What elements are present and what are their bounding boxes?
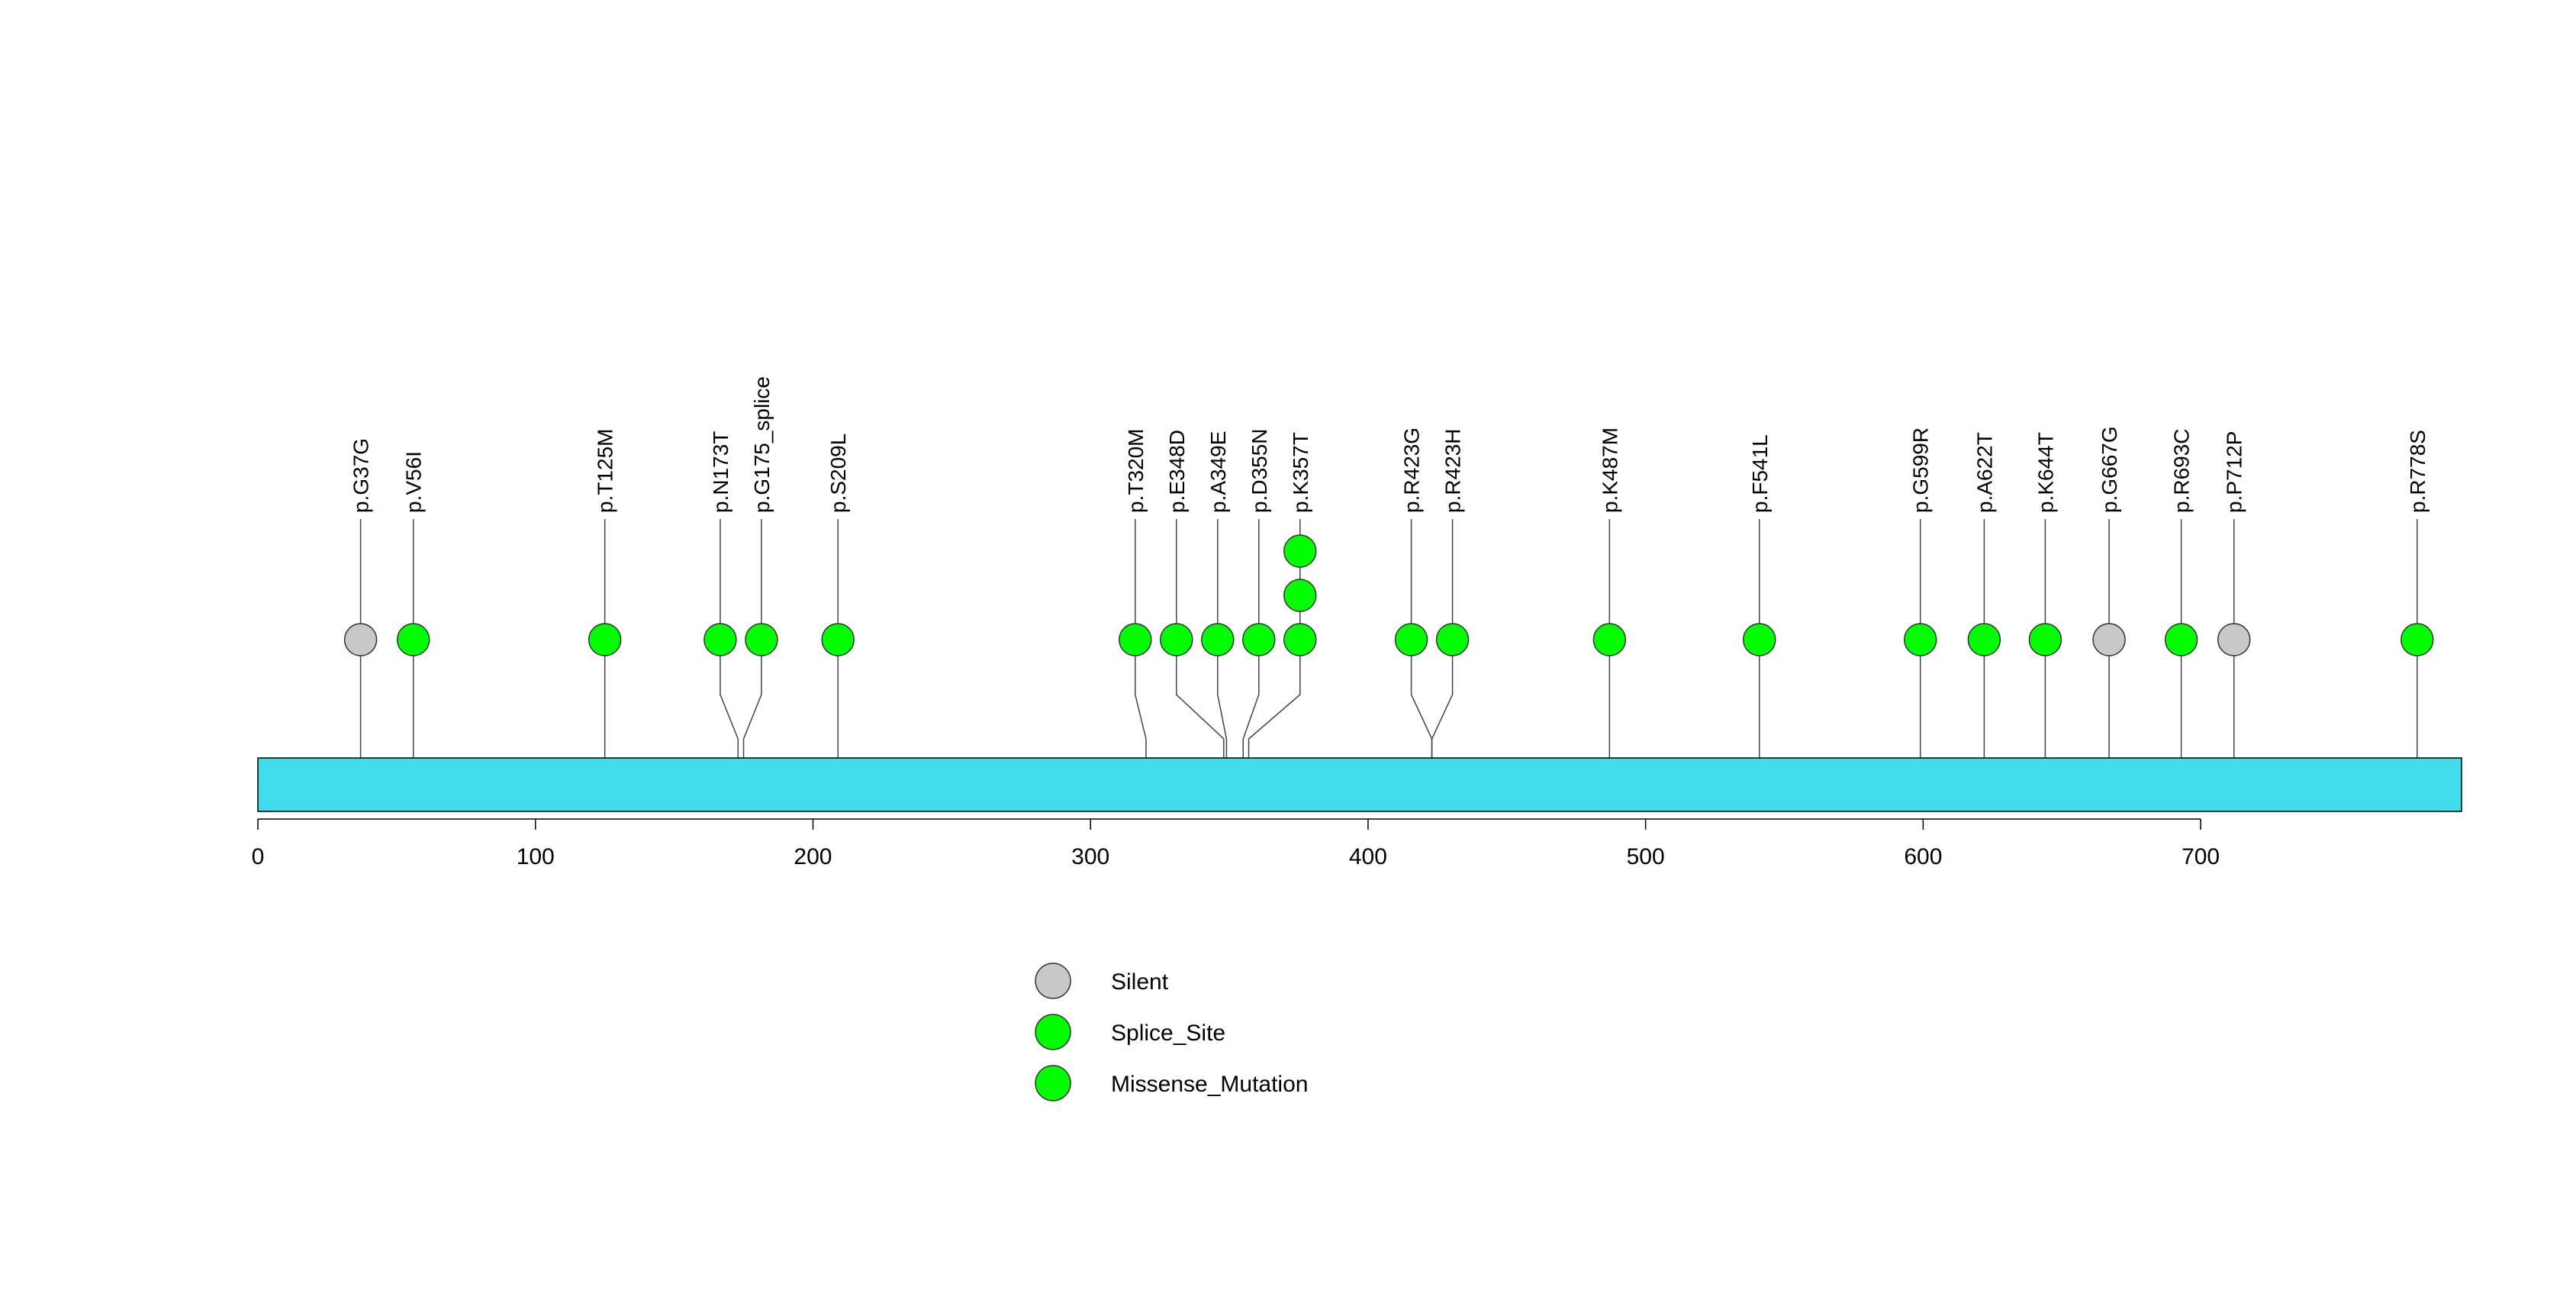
mutation-label: p.A622T [1972, 432, 1996, 513]
lollipop-p-k487m [1592, 623, 1627, 656]
lollipop-p-r778s [2401, 623, 2434, 656]
mutation-label: p.D355N [1248, 428, 1271, 513]
legend-swatch [1035, 1065, 1071, 1101]
lollipop-p-g599r [1903, 623, 1937, 656]
legend: Silent Splice_Site Missense_Mutation [1035, 963, 1308, 1101]
mutation-label: p.F541L [1748, 434, 1772, 513]
lollipop-p-r423g [1394, 623, 1428, 656]
lollipop-p-n173t [704, 623, 737, 656]
x-tick-label: 500 [1627, 844, 1665, 869]
mutation-label: p.G599R [1909, 427, 1933, 513]
x-tick-label: 100 [517, 844, 555, 869]
mutation-label: p.T125M [594, 429, 617, 514]
x-tick-label: 400 [1349, 844, 1387, 869]
mutation-label: p.P712P [2223, 431, 2246, 513]
lollipop-p-k644t [2028, 623, 2062, 656]
lollipop-p-k357t [1283, 623, 1317, 656]
mutation-label: p.K644T [2033, 432, 2057, 513]
mutation-label: p.G667G [2098, 426, 2121, 513]
lollipop-p-v56i [396, 623, 430, 656]
lollipop-p-r423h [1435, 623, 1470, 656]
mutation-label: p.V56I [402, 451, 426, 513]
lollipop-p-r693c [2164, 623, 2198, 656]
x-tick-label: 200 [794, 844, 832, 869]
mutation-label: p.R423H [1441, 428, 1465, 513]
legend-label: Silent [1111, 969, 1169, 995]
mutation-label: p.G37G [349, 438, 373, 513]
lollipop-p-f541l [1743, 623, 1776, 656]
lollipop-p-k357t [1283, 534, 1317, 568]
x-tick-label: 600 [1904, 844, 1942, 869]
lollipop-p-t125m [588, 623, 622, 656]
mutation-label: p.K357T [1289, 432, 1312, 513]
mutation-label: p.T320M [1124, 429, 1148, 514]
legend-swatch [1035, 963, 1071, 999]
lollipop-p-e348d [1160, 623, 1193, 656]
lollipop-p-d355n [1242, 623, 1276, 656]
mutation-label: p.S209L [826, 434, 850, 513]
x-tick-label: 0 [252, 844, 265, 869]
lollipop-p-k357t [1283, 579, 1317, 612]
mutation-label: p.N173T [709, 431, 733, 513]
lollipop-p-g667g [2092, 623, 2126, 656]
lollipop-p-g37g [343, 623, 378, 656]
mutation-label: p.E348D [1165, 430, 1189, 513]
x-tick-label: 300 [1071, 844, 1109, 869]
lollipops-layer [343, 534, 2434, 656]
lollipop-p-g175-splice [745, 623, 778, 656]
mutation-label: p.R778S [2406, 430, 2429, 513]
lollipop-p-t320m [1119, 623, 1152, 656]
legend-label: Splice_Site [1111, 1021, 1225, 1046]
mutation-label: p.A349E [1206, 431, 1230, 513]
protein-bar [257, 757, 2462, 812]
mutation-label: p.K487M [1598, 427, 1621, 513]
mutation-labels: p.G37G p.V56I p.T125M p.N173T p.G175_splice p… [349, 376, 2429, 513]
lollipop-p-s209l [821, 623, 855, 656]
lollipop-p-a622t [1967, 623, 2001, 656]
mutation-label: p.G175_splice [750, 376, 774, 513]
lollipop-p-p712p [2217, 623, 2251, 656]
x-tick-label: 700 [2182, 844, 2220, 869]
mutation-label: p.R423G [1400, 427, 1424, 513]
lollipop-p-a349e [1201, 623, 1235, 656]
mutation-label: p.R693C [2170, 428, 2194, 513]
legend-swatch [1035, 1014, 1071, 1050]
legend-label: Missense_Mutation [1111, 1072, 1308, 1097]
x-axis: 0 100 200 300 400 500 600 700 [252, 818, 2220, 869]
